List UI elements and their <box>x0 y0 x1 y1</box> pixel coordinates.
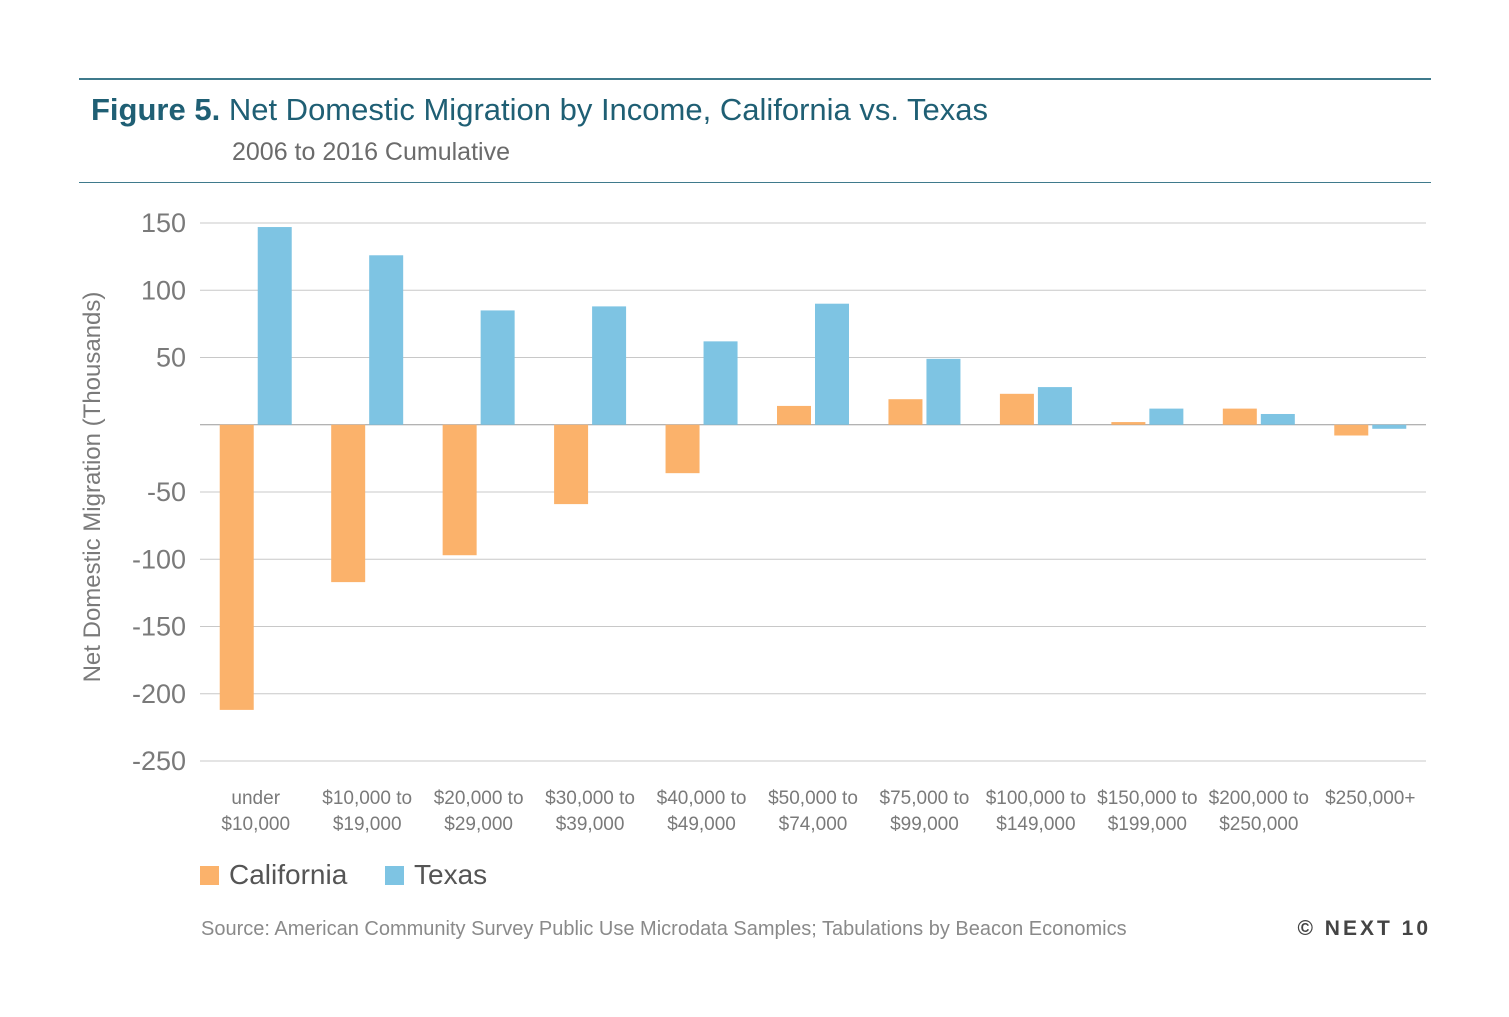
y-tick-label: -150 <box>132 612 186 642</box>
x-tick-label: $20,000 to <box>434 788 524 809</box>
bar-california <box>999 393 1034 425</box>
x-tick-label: $150,000 to <box>1097 788 1197 809</box>
y-tick-label: 150 <box>141 208 186 238</box>
bar-california <box>554 424 589 505</box>
header-rule <box>79 182 1431 183</box>
bar-texas <box>926 358 961 425</box>
bar-texas <box>480 310 515 425</box>
y-tick-label: -250 <box>132 746 186 776</box>
bar-texas <box>369 255 404 425</box>
bar-texas <box>703 341 738 425</box>
title-text: Net Domestic Migration by Income, Califo… <box>228 92 989 127</box>
figure-label: Figure 5. <box>91 92 221 127</box>
x-tick-label: $100,000 to <box>986 788 1086 809</box>
x-tick-label: $39,000 <box>556 814 625 835</box>
x-tick-label: $74,000 <box>779 814 848 835</box>
legend-label-texas: Texas <box>414 859 488 890</box>
x-tick-label: $200,000 to <box>1209 788 1309 809</box>
y-tick-label: 100 <box>141 275 186 305</box>
bar-texas <box>1037 387 1072 425</box>
x-tick-label: $29,000 <box>444 814 513 835</box>
bar-california <box>1222 408 1257 425</box>
y-tick-label: -100 <box>132 544 186 574</box>
legend-swatch-california <box>200 865 219 885</box>
copyright: © NEXT 10 <box>1297 917 1431 940</box>
bar-california <box>665 424 700 474</box>
y-tick-label: -200 <box>132 679 186 709</box>
bar-texas <box>257 227 292 425</box>
x-tick-label: $40,000 to <box>657 788 747 809</box>
bar-california <box>442 424 477 556</box>
legend-item-california: California <box>200 858 347 892</box>
bar-california <box>777 405 811 425</box>
bar-california <box>1334 424 1369 436</box>
x-tick-label: $10,000 to <box>322 788 412 809</box>
legend-swatch-texas <box>385 865 404 885</box>
x-tick-label: $50,000 to <box>768 788 858 809</box>
x-tick-label: $49,000 <box>667 814 736 835</box>
bar-texas <box>1260 413 1295 425</box>
y-tick-label: 50 <box>156 343 186 373</box>
bar-california <box>331 424 366 583</box>
bar-california <box>1111 422 1146 425</box>
y-tick-label: -50 <box>147 477 186 507</box>
x-tick-label: $75,000 to <box>880 788 970 809</box>
bar-texas <box>1372 424 1407 429</box>
x-tick-label: $149,000 <box>996 814 1075 835</box>
source-note: Source: American Community Survey Public… <box>201 918 1127 940</box>
x-tick-label: $250,000+ <box>1325 788 1415 809</box>
bar-california <box>219 424 254 710</box>
x-tick-label: $30,000 to <box>545 788 635 809</box>
legend-item-texas: Texas <box>385 858 487 892</box>
bar-texas <box>1149 408 1184 425</box>
bar-texas <box>592 306 627 425</box>
x-tick-label: $199,000 <box>1108 814 1187 835</box>
chart-subtitle: 2006 to 2016 Cumulative <box>232 138 510 166</box>
x-tick-label: $99,000 <box>890 814 959 835</box>
x-tick-label: $19,000 <box>333 814 402 835</box>
legend-label-california: California <box>229 859 348 890</box>
bar-texas <box>815 303 849 425</box>
y-axis-label: Net Domestic Migration (Thousands) <box>79 292 106 683</box>
top-rule <box>79 78 1431 80</box>
chart-title: Figure 5. Net Domestic Migration by Inco… <box>91 92 988 128</box>
x-tick-label: $250,000 <box>1219 814 1298 835</box>
x-tick-label: $10,000 <box>221 814 290 835</box>
bar-california <box>888 399 923 425</box>
x-tick-label: under <box>231 788 280 809</box>
